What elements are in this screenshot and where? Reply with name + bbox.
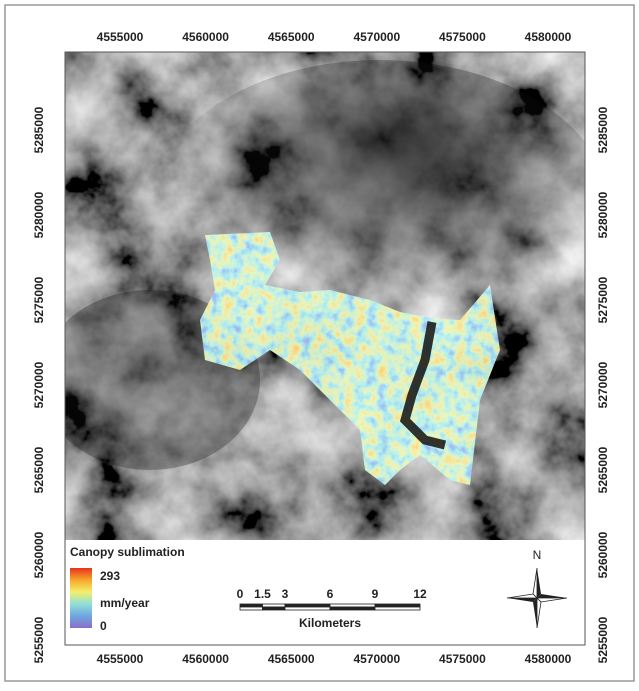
scale-tick-label: 6: [327, 587, 334, 601]
legend-max: 293: [100, 569, 120, 583]
scale-segment: [240, 604, 263, 607]
x-coord-label: 4565000: [268, 30, 315, 44]
y-coord-label: 5280000: [596, 191, 610, 238]
y-coord-label: 5275000: [32, 276, 46, 323]
map-image: [40, 52, 610, 540]
scale-segment: [263, 604, 286, 607]
x-coord-label: 4570000: [353, 30, 400, 44]
y-coord-label: 5270000: [32, 361, 46, 408]
scale-segment: [330, 604, 375, 607]
scale-segment: [375, 604, 420, 607]
scale-unit: Kilometers: [299, 616, 361, 630]
color-ramp: [70, 568, 92, 628]
y-coord-label: 5280000: [32, 191, 46, 238]
scale-segment: [285, 607, 330, 610]
scale-tick-label: 1.5: [254, 587, 271, 601]
y-coord-label: 5275000: [596, 276, 610, 323]
x-coord-label: 4575000: [439, 652, 486, 666]
y-coord-label: 5260000: [32, 531, 46, 578]
y-coord-label: 5270000: [596, 361, 610, 408]
y-coord-label: 5255000: [596, 616, 610, 663]
x-coord-label: 4560000: [182, 30, 229, 44]
scale-segment: [330, 607, 375, 610]
scale-tick-label: 12: [413, 587, 427, 601]
scale-segment: [375, 607, 420, 610]
legend-title: Canopy sublimation: [70, 545, 185, 559]
scale-tick-label: 0: [237, 587, 244, 601]
x-coord-label: 4565000: [268, 652, 315, 666]
legend-min: 0: [100, 619, 107, 633]
scale-segment: [285, 604, 330, 607]
x-coord-label: 4555000: [97, 652, 144, 666]
y-coord-label: 5255000: [32, 616, 46, 663]
north-label: N: [533, 548, 542, 562]
legend-unit: mm/year: [100, 596, 150, 610]
scale-segment: [240, 607, 263, 610]
scale-segment: [263, 607, 286, 610]
y-coord-label: 5265000: [32, 446, 46, 493]
x-coord-label: 4570000: [353, 652, 400, 666]
y-coord-label: 5285000: [596, 106, 610, 153]
y-coord-label: 5285000: [32, 106, 46, 153]
y-coord-label: 5265000: [596, 446, 610, 493]
scale-tick-label: 9: [372, 587, 379, 601]
x-coord-label: 4580000: [525, 652, 572, 666]
scale-tick-label: 3: [282, 587, 289, 601]
x-coord-label: 4575000: [439, 30, 486, 44]
y-coord-label: 5260000: [596, 531, 610, 578]
x-coord-label: 4560000: [182, 652, 229, 666]
x-coord-label: 4555000: [97, 30, 144, 44]
map-figure: Canopy sublimation 293 mm/year 0 Kilomet…: [0, 0, 639, 686]
x-coord-label: 4580000: [525, 30, 572, 44]
